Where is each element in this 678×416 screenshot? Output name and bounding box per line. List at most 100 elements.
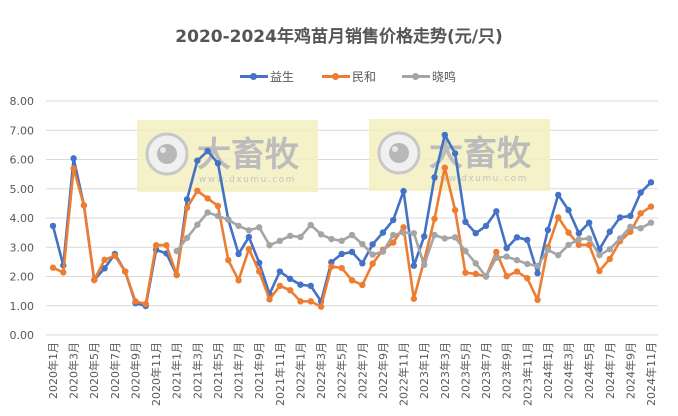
data-point[interactable] <box>338 237 345 245</box>
data-point[interactable] <box>565 206 572 214</box>
data-point[interactable] <box>493 208 500 215</box>
data-point[interactable] <box>101 256 108 264</box>
data-point[interactable] <box>544 246 552 254</box>
data-point[interactable] <box>565 241 572 249</box>
data-point[interactable] <box>49 222 57 230</box>
data-point[interactable] <box>338 264 345 272</box>
data-point[interactable] <box>451 150 459 157</box>
data-point[interactable] <box>482 273 490 280</box>
data-point[interactable] <box>524 260 531 268</box>
data-point[interactable] <box>204 147 211 155</box>
data-point[interactable] <box>214 202 222 210</box>
data-point[interactable] <box>555 251 562 259</box>
data-point[interactable] <box>534 296 541 304</box>
data-point[interactable] <box>225 216 232 223</box>
data-point[interactable] <box>616 235 624 242</box>
data-point[interactable] <box>647 179 655 186</box>
data-point[interactable] <box>317 303 325 310</box>
data-point[interactable] <box>307 221 314 229</box>
data-point[interactable] <box>575 236 583 243</box>
data-point[interactable] <box>503 253 510 260</box>
data-point[interactable] <box>359 260 366 267</box>
data-point[interactable] <box>297 298 304 305</box>
data-point[interactable] <box>555 191 562 199</box>
data-point[interactable] <box>534 270 541 277</box>
data-point[interactable] <box>328 263 335 270</box>
data-point[interactable] <box>637 210 644 217</box>
data-point[interactable] <box>173 271 180 279</box>
data-point[interactable] <box>606 255 613 263</box>
data-point[interactable] <box>596 251 603 259</box>
data-point[interactable] <box>513 234 521 241</box>
data-point[interactable] <box>400 229 407 236</box>
data-point[interactable] <box>431 231 438 239</box>
data-point[interactable] <box>462 218 469 226</box>
data-point[interactable] <box>524 275 531 282</box>
data-point[interactable] <box>173 247 180 255</box>
data-point[interactable] <box>585 219 593 226</box>
data-point[interactable] <box>379 248 387 255</box>
data-point[interactable] <box>369 260 376 267</box>
data-point[interactable] <box>297 233 304 241</box>
data-point[interactable] <box>194 221 201 228</box>
data-point[interactable] <box>503 273 510 280</box>
data-point[interactable] <box>194 187 201 194</box>
data-point[interactable] <box>420 261 428 268</box>
data-point[interactable] <box>348 248 356 256</box>
data-point[interactable] <box>462 247 469 255</box>
data-point[interactable] <box>513 268 521 275</box>
data-point[interactable] <box>482 222 490 230</box>
data-point[interactable] <box>307 282 314 290</box>
data-point[interactable] <box>245 245 253 253</box>
data-point[interactable] <box>235 250 242 258</box>
data-point[interactable] <box>111 252 119 259</box>
data-point[interactable] <box>390 216 397 224</box>
data-point[interactable] <box>647 203 655 210</box>
data-point[interactable] <box>194 157 201 164</box>
data-point[interactable] <box>606 228 613 235</box>
data-point[interactable] <box>441 235 448 242</box>
data-point[interactable] <box>348 231 356 239</box>
data-point[interactable] <box>256 224 263 231</box>
data-point[interactable] <box>555 214 562 221</box>
data-point[interactable] <box>359 240 366 248</box>
data-point[interactable] <box>410 262 418 269</box>
data-point[interactable] <box>410 295 418 302</box>
data-point[interactable] <box>338 250 345 258</box>
data-point[interactable] <box>493 254 500 261</box>
data-point[interactable] <box>513 256 521 264</box>
data-point[interactable] <box>472 260 479 267</box>
data-point[interactable] <box>266 296 273 303</box>
data-point[interactable] <box>451 206 459 214</box>
data-point[interactable] <box>286 232 294 240</box>
data-point[interactable] <box>369 241 376 248</box>
data-point[interactable] <box>276 268 284 275</box>
data-point[interactable] <box>647 219 655 226</box>
data-point[interactable] <box>163 242 170 249</box>
data-point[interactable] <box>420 233 428 240</box>
data-point[interactable] <box>101 265 108 272</box>
data-point[interactable] <box>204 209 211 216</box>
data-point[interactable] <box>493 248 500 256</box>
data-point[interactable] <box>410 230 418 237</box>
data-point[interactable] <box>235 222 242 230</box>
data-point[interactable] <box>390 239 397 246</box>
data-point[interactable] <box>585 235 593 242</box>
data-point[interactable] <box>49 264 57 271</box>
data-point[interactable] <box>503 244 510 252</box>
data-point[interactable] <box>121 268 129 275</box>
data-point[interactable] <box>575 230 583 237</box>
data-point[interactable] <box>183 204 191 211</box>
data-point[interactable] <box>575 241 583 249</box>
data-point[interactable] <box>544 226 552 234</box>
data-point[interactable] <box>70 165 77 172</box>
data-point[interactable] <box>616 214 624 221</box>
data-point[interactable] <box>70 155 77 162</box>
data-point[interactable] <box>214 212 222 220</box>
data-point[interactable] <box>225 256 232 264</box>
data-point[interactable] <box>596 267 603 275</box>
data-point[interactable] <box>534 262 541 270</box>
data-point[interactable] <box>369 251 376 258</box>
data-point[interactable] <box>266 242 273 249</box>
data-point[interactable] <box>637 225 644 232</box>
